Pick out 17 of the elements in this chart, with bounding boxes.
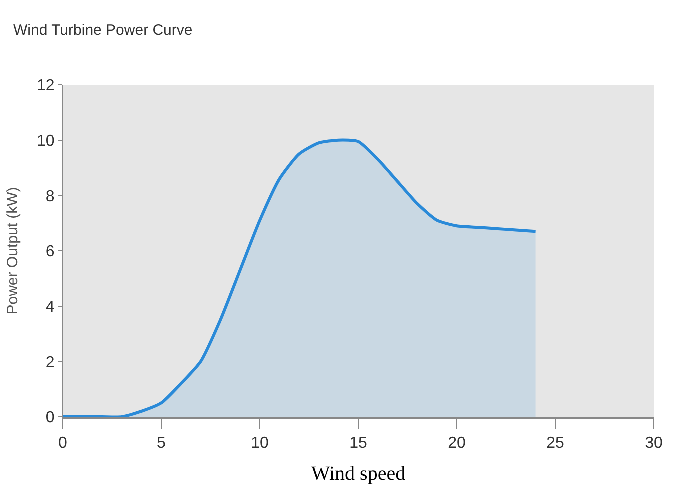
y-axis-title: Power Output (kW) [4,187,22,315]
x-tick-label: 10 [251,435,269,452]
x-tick-label: 0 [58,435,68,452]
y-tick-label: 12 [37,78,55,95]
y-tick-label: 10 [37,132,55,150]
x-tick-label: 25 [546,435,564,452]
x-tick-label: 15 [350,435,368,452]
y-tick-label: 2 [46,354,55,372]
x-tick-label: 30 [645,435,663,452]
x-tick-label: 5 [157,435,166,452]
y-tick-label: 0 [46,410,55,427]
y-tick-label: 8 [46,188,55,206]
chart-title: Wind Turbine Power Curve [14,22,193,40]
y-tick-label: 6 [46,244,55,261]
y-tick-label: 4 [46,298,55,316]
x-tick-label: 20 [448,435,466,452]
x-axis-title: Wind speed [311,463,406,486]
